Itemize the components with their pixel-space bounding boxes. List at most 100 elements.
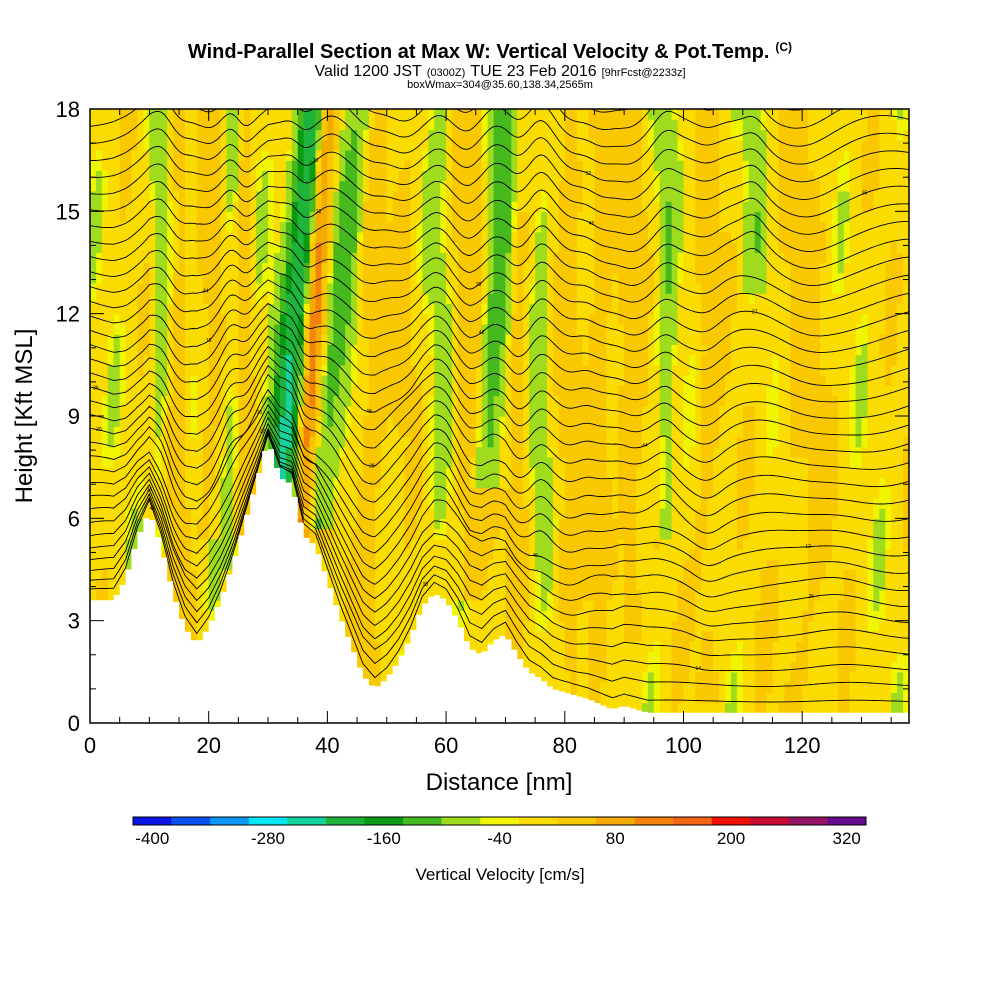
velocity-cell [814,579,821,591]
velocity-cell [321,364,328,376]
velocity-cell [683,375,691,386]
velocity-cell [612,518,619,530]
velocity-cell [873,467,880,478]
velocity-cell [736,446,744,458]
velocity-cell [517,375,524,386]
velocity-cell [713,375,720,386]
velocity-cell [897,569,904,581]
velocity-cell [719,549,726,560]
velocity-cell [855,497,863,509]
velocity-cell [505,620,512,632]
velocity-cell [321,405,328,417]
velocity-cell [208,467,216,478]
velocity-cell [404,456,412,468]
velocity-cell [748,395,756,407]
velocity-cell [594,559,601,571]
velocity-cell [849,518,857,530]
velocity-cell [505,528,512,540]
velocity-cell [552,538,560,550]
velocity-cell [368,385,376,397]
velocity-cell [161,446,168,458]
velocity-cell [505,600,512,612]
velocity-cell [784,671,791,683]
velocity-cell [742,426,750,438]
velocity-cell [220,487,228,499]
velocity-cell [819,497,827,509]
velocity-cell [784,467,791,478]
velocity-cell [885,620,892,632]
velocity-cell [535,579,542,591]
velocity-cell [885,446,892,458]
velocity-cell [582,641,590,652]
velocity-cell [119,375,127,386]
velocity-cell [552,569,560,581]
velocity-cell [683,692,691,704]
velocity-cell [748,477,756,489]
velocity-cell [564,477,572,489]
velocity-cell [374,549,382,560]
velocity-cell [576,446,584,458]
velocity-cell [101,416,109,427]
velocity-cell [202,487,210,499]
velocity-cell [398,416,406,427]
velocity-cell [855,630,863,642]
velocity-cell [137,364,145,376]
velocity-cell [184,385,192,397]
velocity-cell [499,364,507,376]
velocity-cell [588,354,596,366]
velocity-cell [594,671,601,683]
velocity-cell [380,661,388,673]
velocity-cell [576,589,584,601]
velocity-cell [238,477,245,489]
velocity-cell [748,569,756,581]
velocity-cell [493,508,501,519]
velocity-cell [440,446,447,458]
velocity-cell [790,446,797,458]
velocity-cell [719,487,726,499]
velocity-cell [683,600,691,612]
velocity-cell [113,467,121,478]
velocity-cell [766,497,774,509]
velocity-cell [511,610,518,622]
velocity-cell [885,641,892,652]
velocity-cell [452,354,459,366]
velocity-cell [232,549,239,560]
velocity-cell [814,508,821,519]
velocity-cell [173,467,180,478]
velocity-cell [469,364,477,376]
velocity-cell [760,630,768,642]
velocity-cell [576,467,584,478]
velocity-cell [262,395,269,407]
velocity-cell [202,549,210,560]
velocity-cell [814,692,821,704]
velocity-cell [226,385,234,397]
velocity-cell [113,538,121,550]
velocity-cell [861,630,869,642]
velocity-cell [677,528,685,540]
velocity-cell [333,416,340,427]
velocity-cell [873,385,880,397]
velocity-cell [345,456,352,468]
velocity-cell [754,610,762,622]
velocity-cell [630,589,637,601]
velocity-cell [541,385,548,397]
velocity-cell [766,446,774,458]
velocity-cell [879,467,886,478]
velocity-cell [766,671,774,683]
velocity-cell [404,600,412,612]
velocity-cell [410,589,418,601]
velocity-cell [487,620,495,632]
velocity-cell [351,559,358,571]
velocity-cell [179,610,186,622]
velocity-cell [903,375,909,386]
velocity-cell [232,354,239,366]
velocity-cell [891,416,898,427]
velocity-cell [808,497,815,509]
velocity-cell [730,487,738,499]
velocity-cell [784,641,791,652]
velocity-cell [493,436,501,448]
velocity-cell [570,559,578,571]
velocity-cell [487,497,495,509]
velocity-cell [606,426,613,438]
velocity-cell [452,518,459,530]
